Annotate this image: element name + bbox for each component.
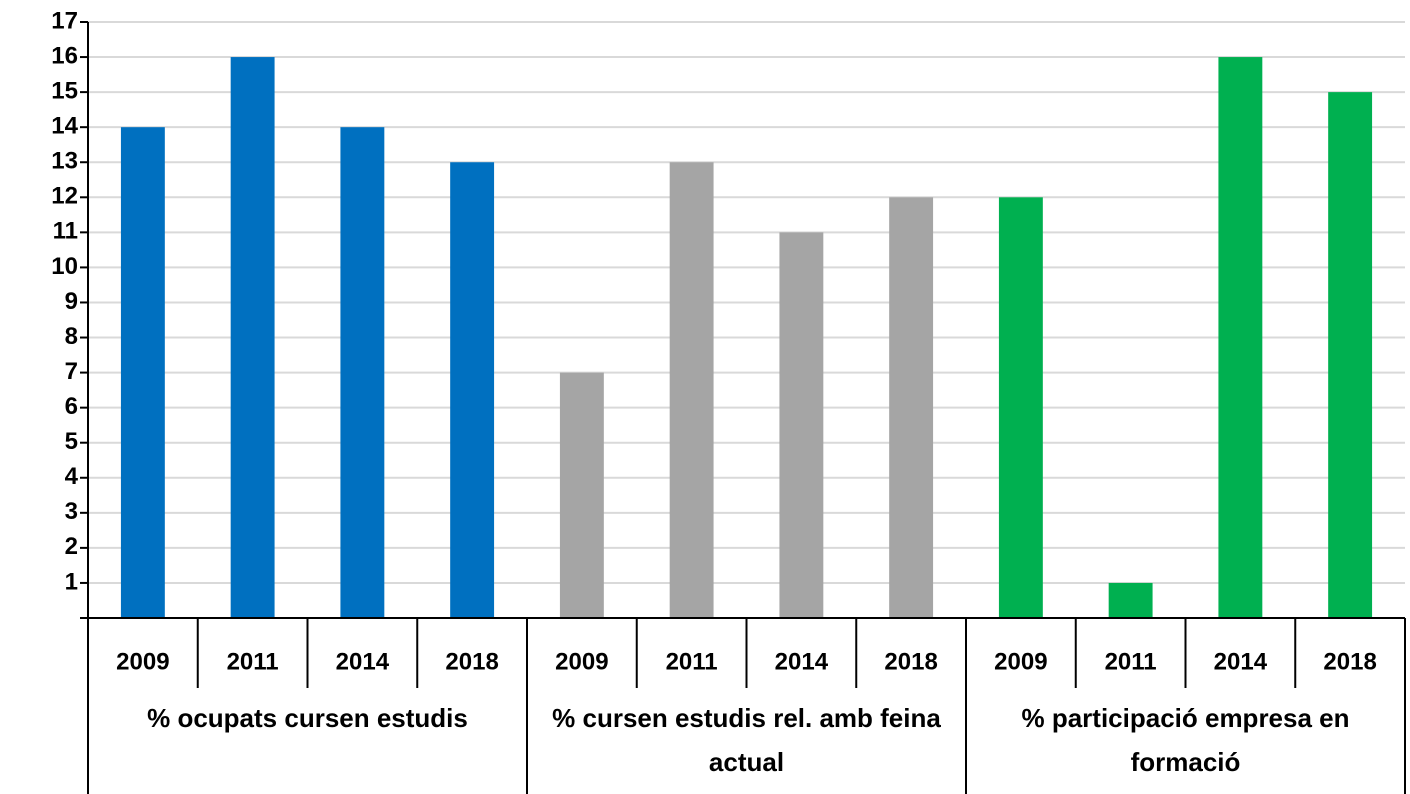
x-tick-label: 2011 (666, 648, 718, 675)
y-tick-label: 3 (65, 498, 78, 525)
y-tick-label: 6 (65, 393, 78, 420)
y-tick-label: 8 (65, 323, 78, 350)
bar (998, 197, 1043, 618)
x-tick-label: 2009 (555, 648, 608, 675)
y-tick-label: 16 (51, 42, 78, 69)
y-tick-label: 11 (53, 218, 78, 245)
x-tick-label: 2018 (884, 648, 937, 675)
group-label: % participació empresa en formació (1021, 703, 1350, 777)
y-tick-label: 7 (65, 358, 78, 385)
x-tick-label: 2014 (775, 648, 829, 675)
x-tick-label: 2014 (1214, 648, 1268, 675)
group-label: % cursen estudis rel. amb feina actual (552, 703, 941, 777)
bar (1218, 57, 1263, 618)
y-tick-label: 2 (65, 533, 78, 560)
y-tick-label: 14 (51, 113, 78, 140)
bar (230, 57, 275, 618)
x-tick-label: 2018 (1323, 648, 1376, 675)
group-label: % ocupats cursen estudis (147, 703, 468, 733)
y-tick-label: 1 (65, 568, 78, 595)
x-tick-label: 2009 (116, 648, 169, 675)
bar (1328, 92, 1373, 618)
y-tick-label: 17 (51, 7, 78, 34)
x-tick-label: 2009 (994, 648, 1047, 675)
bar (1108, 582, 1153, 618)
y-tick-label: 5 (65, 428, 78, 455)
bar (779, 232, 824, 618)
x-tick-label: 2011 (1105, 648, 1157, 675)
bar (340, 127, 385, 619)
bar (669, 162, 714, 618)
y-tick-label: 9 (65, 288, 78, 315)
y-tick-label: 10 (51, 253, 78, 280)
bar (559, 372, 604, 618)
bar (120, 127, 165, 619)
y-tick-label: 15 (51, 77, 78, 104)
y-tick-label: 12 (51, 183, 78, 210)
x-tick-label: 2018 (445, 648, 498, 675)
y-tick-label: 13 (51, 148, 78, 175)
x-tick-label: 2014 (336, 648, 390, 675)
bar (450, 162, 495, 618)
x-tick-label: 2011 (227, 648, 279, 675)
y-tick-label: 4 (65, 463, 79, 490)
bar (889, 197, 934, 618)
